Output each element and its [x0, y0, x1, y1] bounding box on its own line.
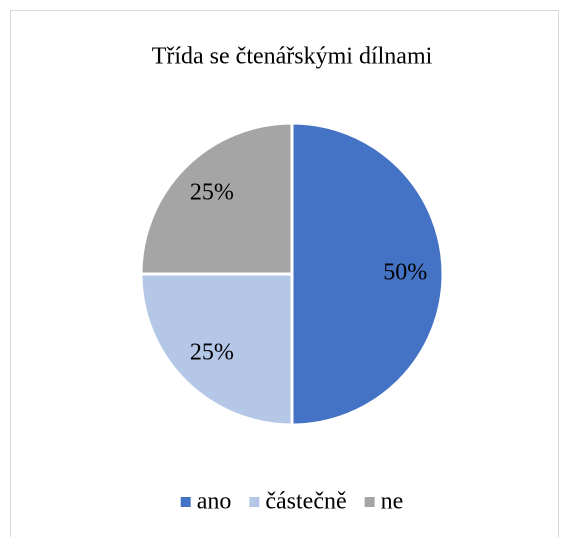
- pie-slice: [139, 121, 294, 276]
- legend-label: ano: [197, 489, 232, 515]
- legend-label: částečně: [265, 489, 346, 515]
- legend-label: ne: [381, 489, 404, 515]
- legend-swatch: [180, 497, 191, 507]
- legend-swatch: [364, 497, 375, 507]
- legend-swatch: [249, 497, 260, 507]
- pie-slice: [290, 121, 445, 427]
- data-label: 25%: [190, 340, 234, 366]
- pie-slice: [139, 272, 294, 427]
- chart-title: Třída se čtenářskými dílnami: [152, 44, 433, 70]
- data-label: 50%: [383, 260, 427, 286]
- data-label: 25%: [190, 179, 234, 205]
